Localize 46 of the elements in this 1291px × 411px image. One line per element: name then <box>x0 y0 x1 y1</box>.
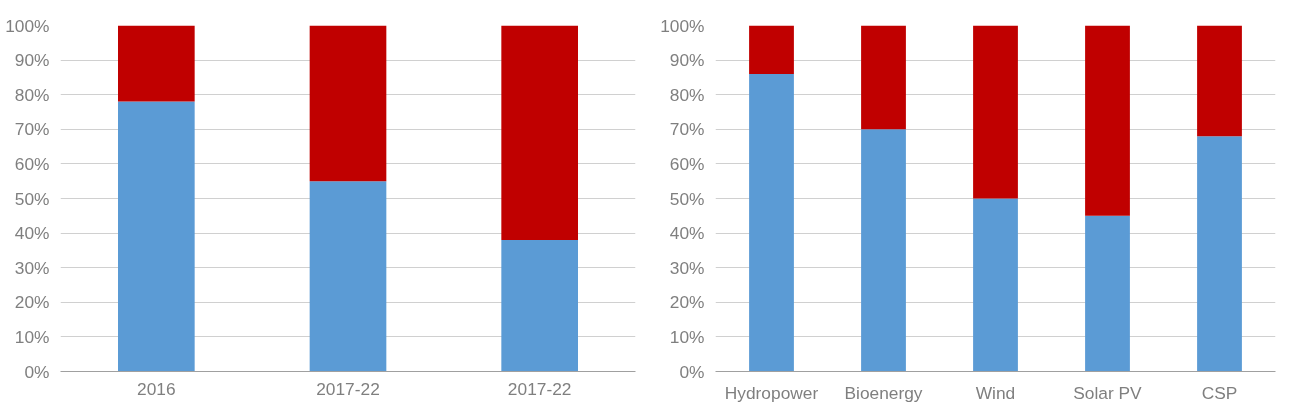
bar <box>973 198 1018 372</box>
bar <box>861 25 906 130</box>
bar <box>501 240 578 372</box>
y-tick-label: 100% <box>5 15 50 36</box>
bar <box>749 25 794 74</box>
y-tick-label: 100% <box>660 15 705 36</box>
bar <box>973 25 1018 199</box>
x-tick-label: Bioenergy <box>844 382 923 403</box>
bar <box>1197 25 1242 137</box>
y-tick-label: 90% <box>14 50 50 71</box>
y-tick-label: 90% <box>669 50 705 71</box>
bar <box>1197 136 1242 372</box>
y-tick-label: 0% <box>24 361 50 382</box>
bar <box>1085 215 1130 372</box>
bar <box>309 25 387 182</box>
y-tick-label: 20% <box>14 292 50 313</box>
y-tick-label: 10% <box>14 326 50 347</box>
y-tick-label: 50% <box>14 188 50 209</box>
x-tick-label: Hydropower <box>724 382 819 403</box>
bar <box>501 25 578 241</box>
y-tick-label: 70% <box>669 119 705 140</box>
x-tick-label: CSP <box>1201 382 1238 403</box>
y-tick-label: 80% <box>14 84 50 105</box>
y-tick-label: 30% <box>14 257 50 278</box>
bar <box>861 129 906 372</box>
x-tick-label: 2017-22 <box>316 378 380 399</box>
y-tick-label: 20% <box>669 292 705 313</box>
y-tick-label: 60% <box>14 153 50 174</box>
x-tick-label: 2016 <box>137 378 176 399</box>
y-tick-label: 80% <box>669 84 705 105</box>
y-tick-label: 0% <box>679 361 705 382</box>
bar <box>309 181 387 372</box>
y-tick-label: 40% <box>14 223 50 244</box>
bar <box>1085 25 1130 216</box>
x-tick-label: 2017-22 <box>507 378 572 399</box>
bar <box>749 73 794 372</box>
x-tick-label: Wind <box>975 382 1016 403</box>
y-tick-label: 50% <box>669 188 705 209</box>
x-tick-label: Solar PV <box>1073 382 1143 403</box>
bar <box>118 101 195 372</box>
y-tick-label: 60% <box>669 153 705 174</box>
y-tick-label: 10% <box>669 326 705 347</box>
y-tick-label: 30% <box>669 257 705 278</box>
y-tick-label: 70% <box>14 119 50 140</box>
bar <box>118 25 195 102</box>
y-tick-label: 40% <box>669 223 705 244</box>
